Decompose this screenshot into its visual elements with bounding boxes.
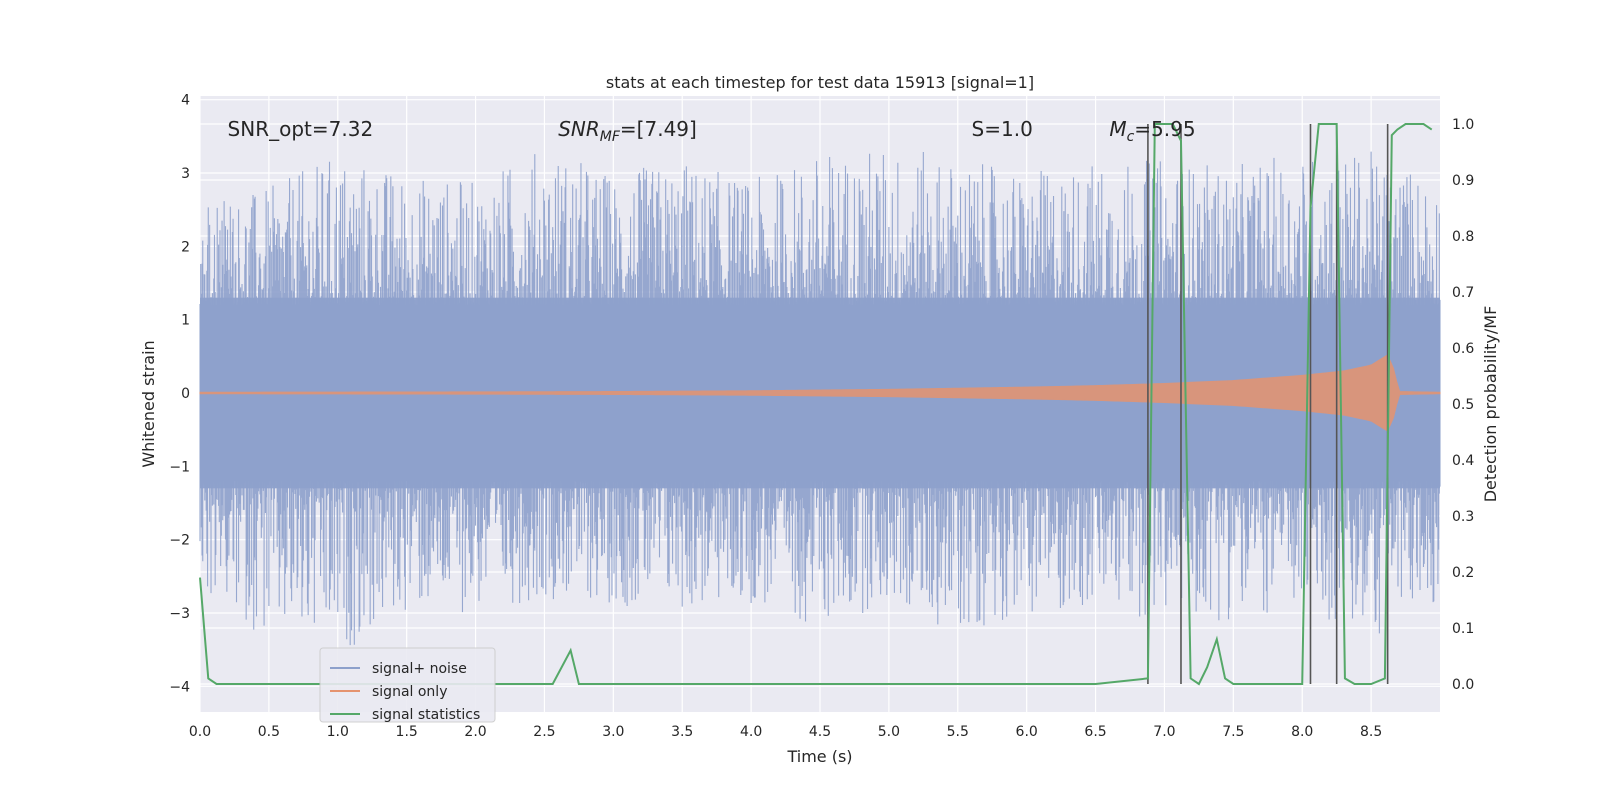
- signal-only-series: [199, 354, 1441, 432]
- y2-tick-label: 0.2: [1452, 565, 1474, 581]
- x-axis-label: Time (s): [786, 747, 852, 766]
- legend-entry: signal+ noise: [372, 661, 467, 677]
- x-tick-label: 2.5: [533, 724, 555, 740]
- y-tick-label: −3: [169, 606, 190, 622]
- x-tick-label: 0.0: [189, 724, 211, 740]
- x-tick-label: 4.0: [740, 724, 762, 740]
- x-tick-label: 5.5: [947, 724, 969, 740]
- annotation: SNRMF=[7.49]: [558, 117, 697, 145]
- y-tick-label: 4: [181, 93, 190, 109]
- x-tick-label: 8.5: [1360, 724, 1382, 740]
- x-tick-label: 3.5: [671, 724, 693, 740]
- y2-tick-label: 0.3: [1452, 509, 1474, 525]
- y-tick-label: −2: [169, 533, 190, 549]
- y2-tick-label: 0.9: [1452, 173, 1474, 189]
- y2-tick-label: 0.7: [1452, 285, 1474, 301]
- x-tick-label: 1.5: [396, 724, 418, 740]
- y-tick-label: −1: [169, 459, 190, 475]
- x-tick-label: 4.5: [809, 724, 831, 740]
- y2-tick-label: 0.0: [1452, 677, 1474, 693]
- x-tick-label: 6.0: [1016, 724, 1038, 740]
- y2-tick-label: 0.5: [1452, 397, 1474, 413]
- y-tick-label: 0: [181, 386, 190, 402]
- x-tick-label: 8.0: [1291, 724, 1313, 740]
- x-tick-label: 3.0: [602, 724, 624, 740]
- y2-tick-label: 0.1: [1452, 621, 1474, 637]
- x-tick-label: 5.0: [878, 724, 900, 740]
- y2-tick-label: 0.8: [1452, 229, 1474, 245]
- annotation: S=1.0: [972, 117, 1033, 141]
- signal-statistics-series: [199, 123, 1433, 686]
- legend-entry: signal only: [372, 684, 447, 700]
- y-tick-label: −4: [169, 679, 190, 695]
- legend-entry: signal statistics: [372, 707, 480, 723]
- x-tick-label: 7.0: [1153, 724, 1175, 740]
- annotation: Mc=5.95: [1109, 117, 1195, 145]
- annotation: SNR_opt=7.32: [228, 117, 374, 141]
- y-tick-label: 2: [181, 239, 190, 255]
- y2-axis-label: Detection probability/MF: [1481, 306, 1500, 503]
- annotations: SNR_opt=7.32 SNRMF=[7.49] S=1.0 Mc=5.95: [228, 117, 1196, 145]
- legend: signal+ noise signal only signal statistic…: [319, 647, 496, 723]
- axis-ticks: 0.0 0.5 1.0 1.5 2.0 2.5 3.0 3.5 4.0 4.5 5.0 5.5 6.0 6…: [169, 93, 1474, 740]
- legend-box: [319, 647, 496, 723]
- y-tick-label: 1: [181, 313, 190, 329]
- x-tick-label: 2.0: [464, 724, 486, 740]
- y-tick-label: 3: [181, 166, 190, 182]
- y2-tick-label: 0.4: [1452, 453, 1474, 469]
- x-tick-label: 1.0: [327, 724, 349, 740]
- signal-chirp: [199, 354, 1441, 432]
- y2-tick-label: 0.6: [1452, 341, 1474, 357]
- statistics-line: [199, 123, 1433, 686]
- x-tick-label: 6.5: [1084, 724, 1106, 740]
- y2-tick-label: 1.0: [1452, 117, 1474, 133]
- y-axis-label: Whitened strain: [139, 340, 158, 467]
- x-tick-label: 7.5: [1222, 724, 1244, 740]
- x-tick-label: 0.5: [258, 724, 280, 740]
- chart-title: stats at each timestep for test data 159…: [606, 73, 1034, 92]
